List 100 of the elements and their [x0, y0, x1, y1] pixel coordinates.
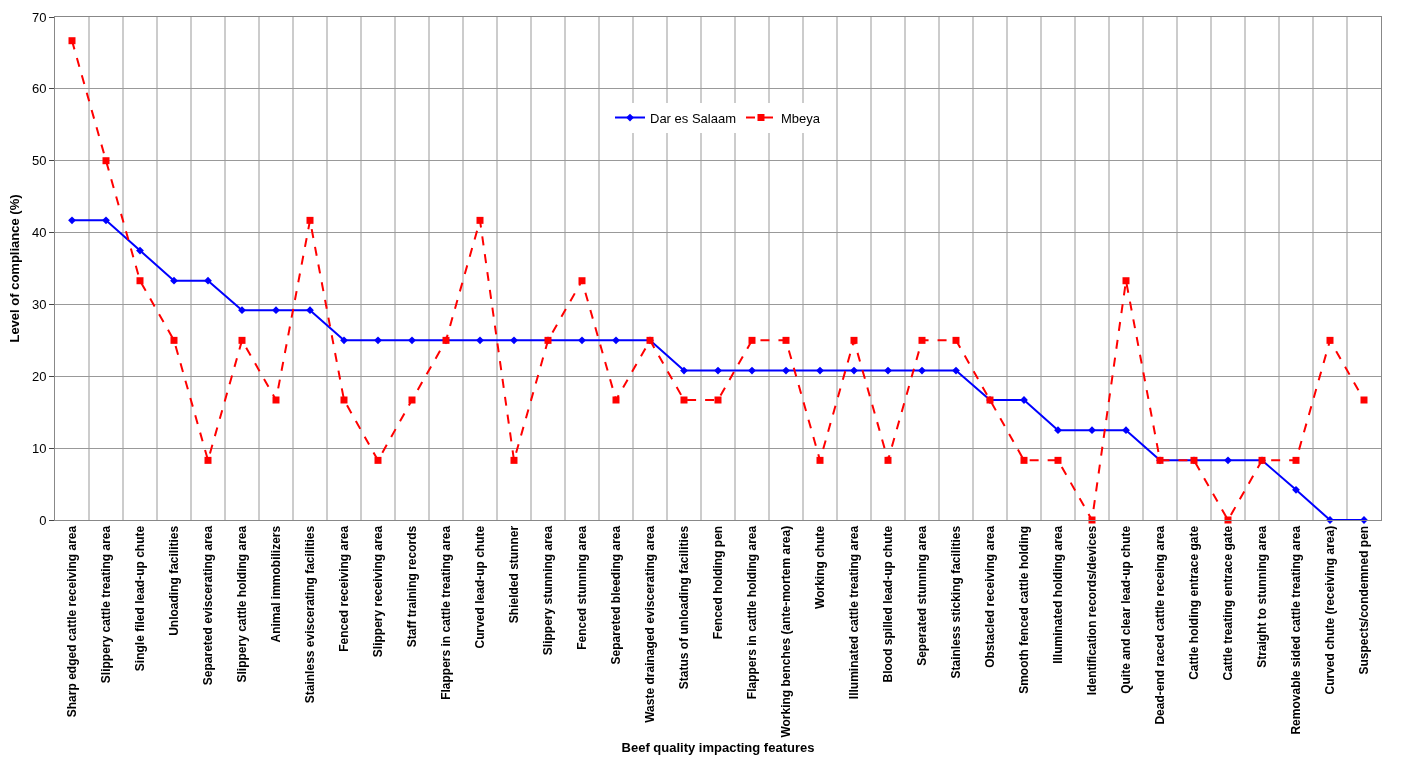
point — [272, 396, 280, 404]
point — [1054, 456, 1062, 464]
point — [816, 366, 824, 375]
point — [1122, 277, 1130, 285]
x-tick-label: Illuminated holding area — [1050, 525, 1065, 664]
x-tick-label: Fenced holding pen — [710, 525, 725, 640]
point — [340, 336, 348, 345]
point — [748, 366, 756, 375]
x-tick-label: Separeted bleeding area — [608, 525, 623, 665]
point — [850, 336, 858, 344]
x-tick-label: Waste drainaged eviscerating area — [642, 525, 657, 723]
point — [306, 306, 314, 315]
y-tick-label: 60 — [31, 81, 47, 97]
point — [578, 277, 586, 285]
point — [374, 336, 382, 345]
x-tick-label: Curved chute (receiving area) — [1322, 525, 1337, 695]
point — [578, 336, 586, 345]
point — [680, 396, 688, 404]
point — [884, 456, 892, 464]
point — [1360, 396, 1368, 404]
x-tick-label: Straight to stunning area — [1254, 525, 1269, 668]
point — [782, 336, 790, 344]
point — [816, 456, 824, 464]
legend-label: Mbeya — [780, 110, 821, 126]
x-tick-label: Illuminated cattle treating area — [846, 525, 861, 700]
x-tick-label: Seperated stunning area — [914, 525, 929, 666]
y-tick-label: 10 — [31, 440, 47, 456]
point — [510, 336, 518, 345]
x-tick-label: Obstacled receiving area — [982, 525, 997, 668]
point — [170, 276, 178, 285]
y-tick-label: 50 — [31, 153, 47, 169]
point — [850, 366, 858, 375]
x-tick-label: Working benches (ante-mortem area) — [778, 525, 793, 738]
point — [136, 246, 144, 255]
point — [170, 336, 178, 344]
x-tick-label: Cattle holding entrace gate — [1186, 525, 1201, 680]
point — [204, 276, 212, 285]
point — [1326, 336, 1334, 344]
x-tick-label: Fenced stunning area — [574, 525, 589, 650]
x-tick-label: Curved lead-up chute — [472, 525, 487, 649]
point — [952, 366, 960, 375]
point — [782, 366, 790, 375]
y-tick-label: 40 — [31, 225, 47, 241]
y-tick-label: 20 — [31, 368, 47, 384]
point — [714, 396, 722, 404]
point — [1088, 426, 1096, 435]
point — [1224, 456, 1232, 465]
point — [476, 336, 484, 345]
point — [204, 456, 212, 464]
y-tick-label: 30 — [31, 296, 47, 312]
x-axis-title: Beef quality impacting features — [621, 739, 815, 755]
point — [714, 366, 722, 375]
point — [612, 336, 620, 345]
point — [306, 216, 314, 224]
x-tick-label: Unloading facilities — [166, 525, 181, 636]
x-tick-label: Status of unloading facilities — [676, 525, 691, 690]
point — [136, 277, 144, 285]
x-tick-label: Smooth fenced cattle holding — [1016, 525, 1031, 694]
point — [374, 456, 382, 464]
x-tick-label: Shielded stunner — [506, 525, 521, 624]
y-tick-label: 0 — [39, 512, 47, 528]
x-tick-label: Stainless sticking facilities — [948, 525, 963, 679]
x-tick-label: Slippery cattle holding area — [234, 525, 249, 683]
point — [102, 216, 110, 225]
x-tick-label: Separeted eviscerating area — [200, 525, 215, 686]
point — [918, 336, 926, 344]
point — [918, 366, 926, 375]
x-tick-label: Cattle treating entrace gate — [1220, 525, 1235, 681]
point — [68, 216, 76, 225]
x-tick-label: Stainless eviscerating facilities — [302, 525, 317, 704]
point — [68, 37, 76, 45]
point — [340, 396, 348, 404]
x-tick-label: Working chute — [812, 525, 827, 609]
point — [1292, 456, 1300, 464]
point — [238, 336, 246, 344]
x-tick-label: Flappers in cattle holding area — [744, 525, 759, 700]
y-axis-title: Level of compliance (%) — [7, 194, 22, 343]
x-tick-label: Quite and clear lead-up chute — [1118, 525, 1133, 694]
point — [102, 157, 110, 165]
y-tick-label: 70 — [31, 9, 47, 25]
point — [680, 366, 688, 375]
x-tick-label: Animal immobilizers — [268, 525, 283, 643]
point — [1020, 456, 1028, 464]
x-tick-label: Blood spilled lead-up chute — [880, 525, 895, 683]
point — [884, 366, 892, 375]
x-tick-label: Slippery stunning area — [540, 525, 555, 656]
x-tick-label: Sharp edged cattle receiving area — [64, 525, 79, 718]
x-tick-label: Suspects/condemned pen — [1356, 525, 1371, 675]
point — [408, 396, 416, 404]
x-tick-label: Staff training records — [404, 525, 419, 648]
point — [748, 336, 756, 344]
x-tick-label: Fenced receiving area — [336, 525, 351, 652]
point — [476, 216, 484, 224]
x-tick-label: Identification records/devices — [1084, 525, 1099, 696]
point — [612, 396, 620, 404]
legend-label: Dar es Salaam — [650, 110, 736, 126]
point — [1054, 426, 1062, 435]
x-tick-label: Dead-end raced cattle receing area — [1152, 525, 1167, 725]
point — [952, 336, 960, 344]
point — [1122, 426, 1130, 435]
